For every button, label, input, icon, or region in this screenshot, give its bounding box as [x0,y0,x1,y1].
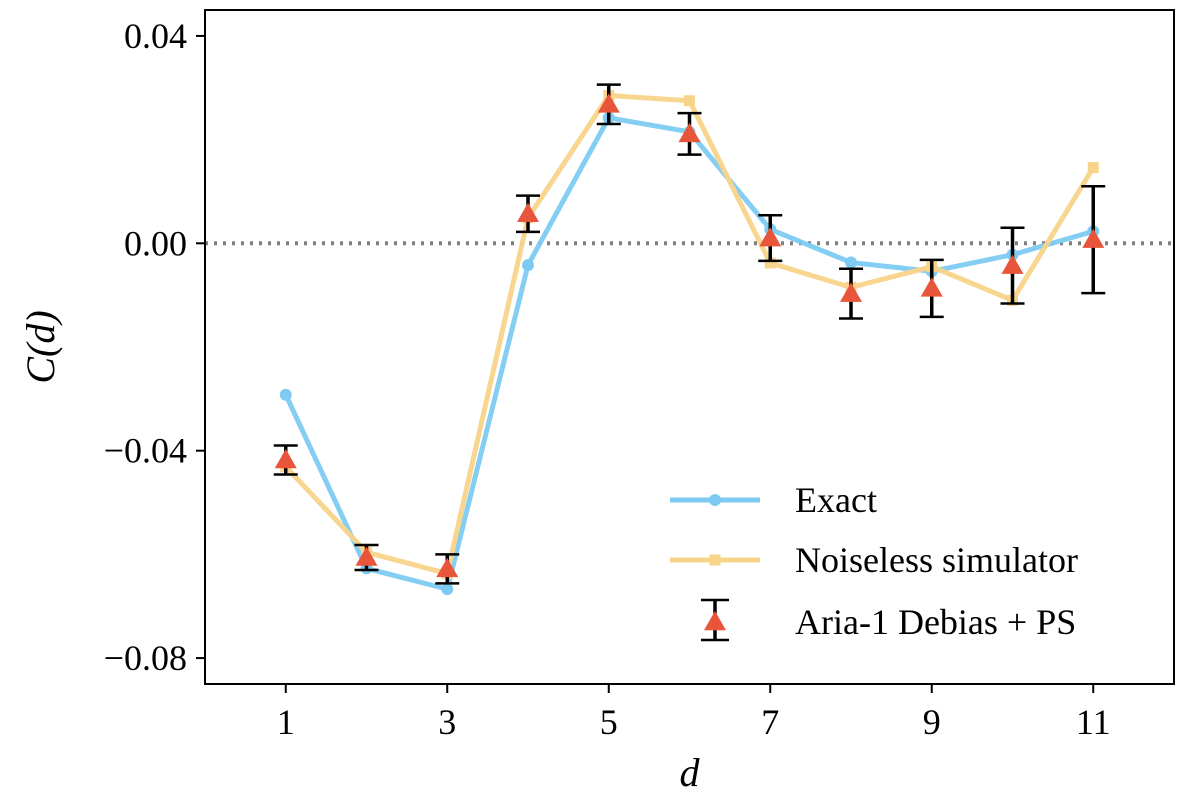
data-point [1001,254,1024,274]
legend-entry: Exact [670,480,877,520]
data-point [764,257,776,269]
legend-marker [704,611,726,631]
legend-label: Noiseless simulator [795,540,1078,580]
y-tick-label: 0.04 [124,16,187,56]
data-point [759,227,782,247]
series-2 [273,83,1106,585]
data-point [279,388,292,401]
data-point [678,122,701,143]
data-point [441,583,454,596]
y-axis-label: C(d) [18,310,63,383]
series-layer [273,83,1106,596]
data-point [517,202,539,223]
data-point [840,282,862,302]
data-point [684,95,695,107]
legend-label: Exact [795,480,877,520]
data-point [355,546,378,566]
x-tick-label: 9 [923,702,941,742]
x-tick-label: 1 [277,702,295,742]
data-point [1082,228,1105,248]
x-axis-label: d [680,750,701,795]
x-tick-label: 11 [1076,702,1111,742]
data-point [436,557,459,578]
y-tick-label: −0.04 [104,431,187,471]
y-tick-label: −0.08 [104,638,187,678]
legend-entry: Noiseless simulator [670,540,1078,580]
legend-marker [709,494,721,506]
legend-entry: Aria-1 Debias + PS [701,598,1076,642]
data-point [920,277,943,297]
tick-layer: 1 3 5 7 9 11 0.04 0.00 −0.04 −0.08 [104,16,1111,742]
data-point [597,93,620,113]
data-point [1087,162,1099,174]
legend-marker [709,554,721,566]
x-tick-label: 3 [438,702,456,742]
y-tick-label: 0.00 [124,223,187,263]
data-point [522,259,534,272]
x-tick-label: 7 [761,702,779,742]
data-point [274,449,297,469]
legend: Exact Noiseless simulator Aria-1 Debias + … [670,480,1078,642]
data-point [845,256,857,269]
x-tick-label: 5 [600,702,618,742]
plot-area-frame [204,9,1175,685]
legend-label: Aria-1 Debias + PS [795,602,1076,642]
